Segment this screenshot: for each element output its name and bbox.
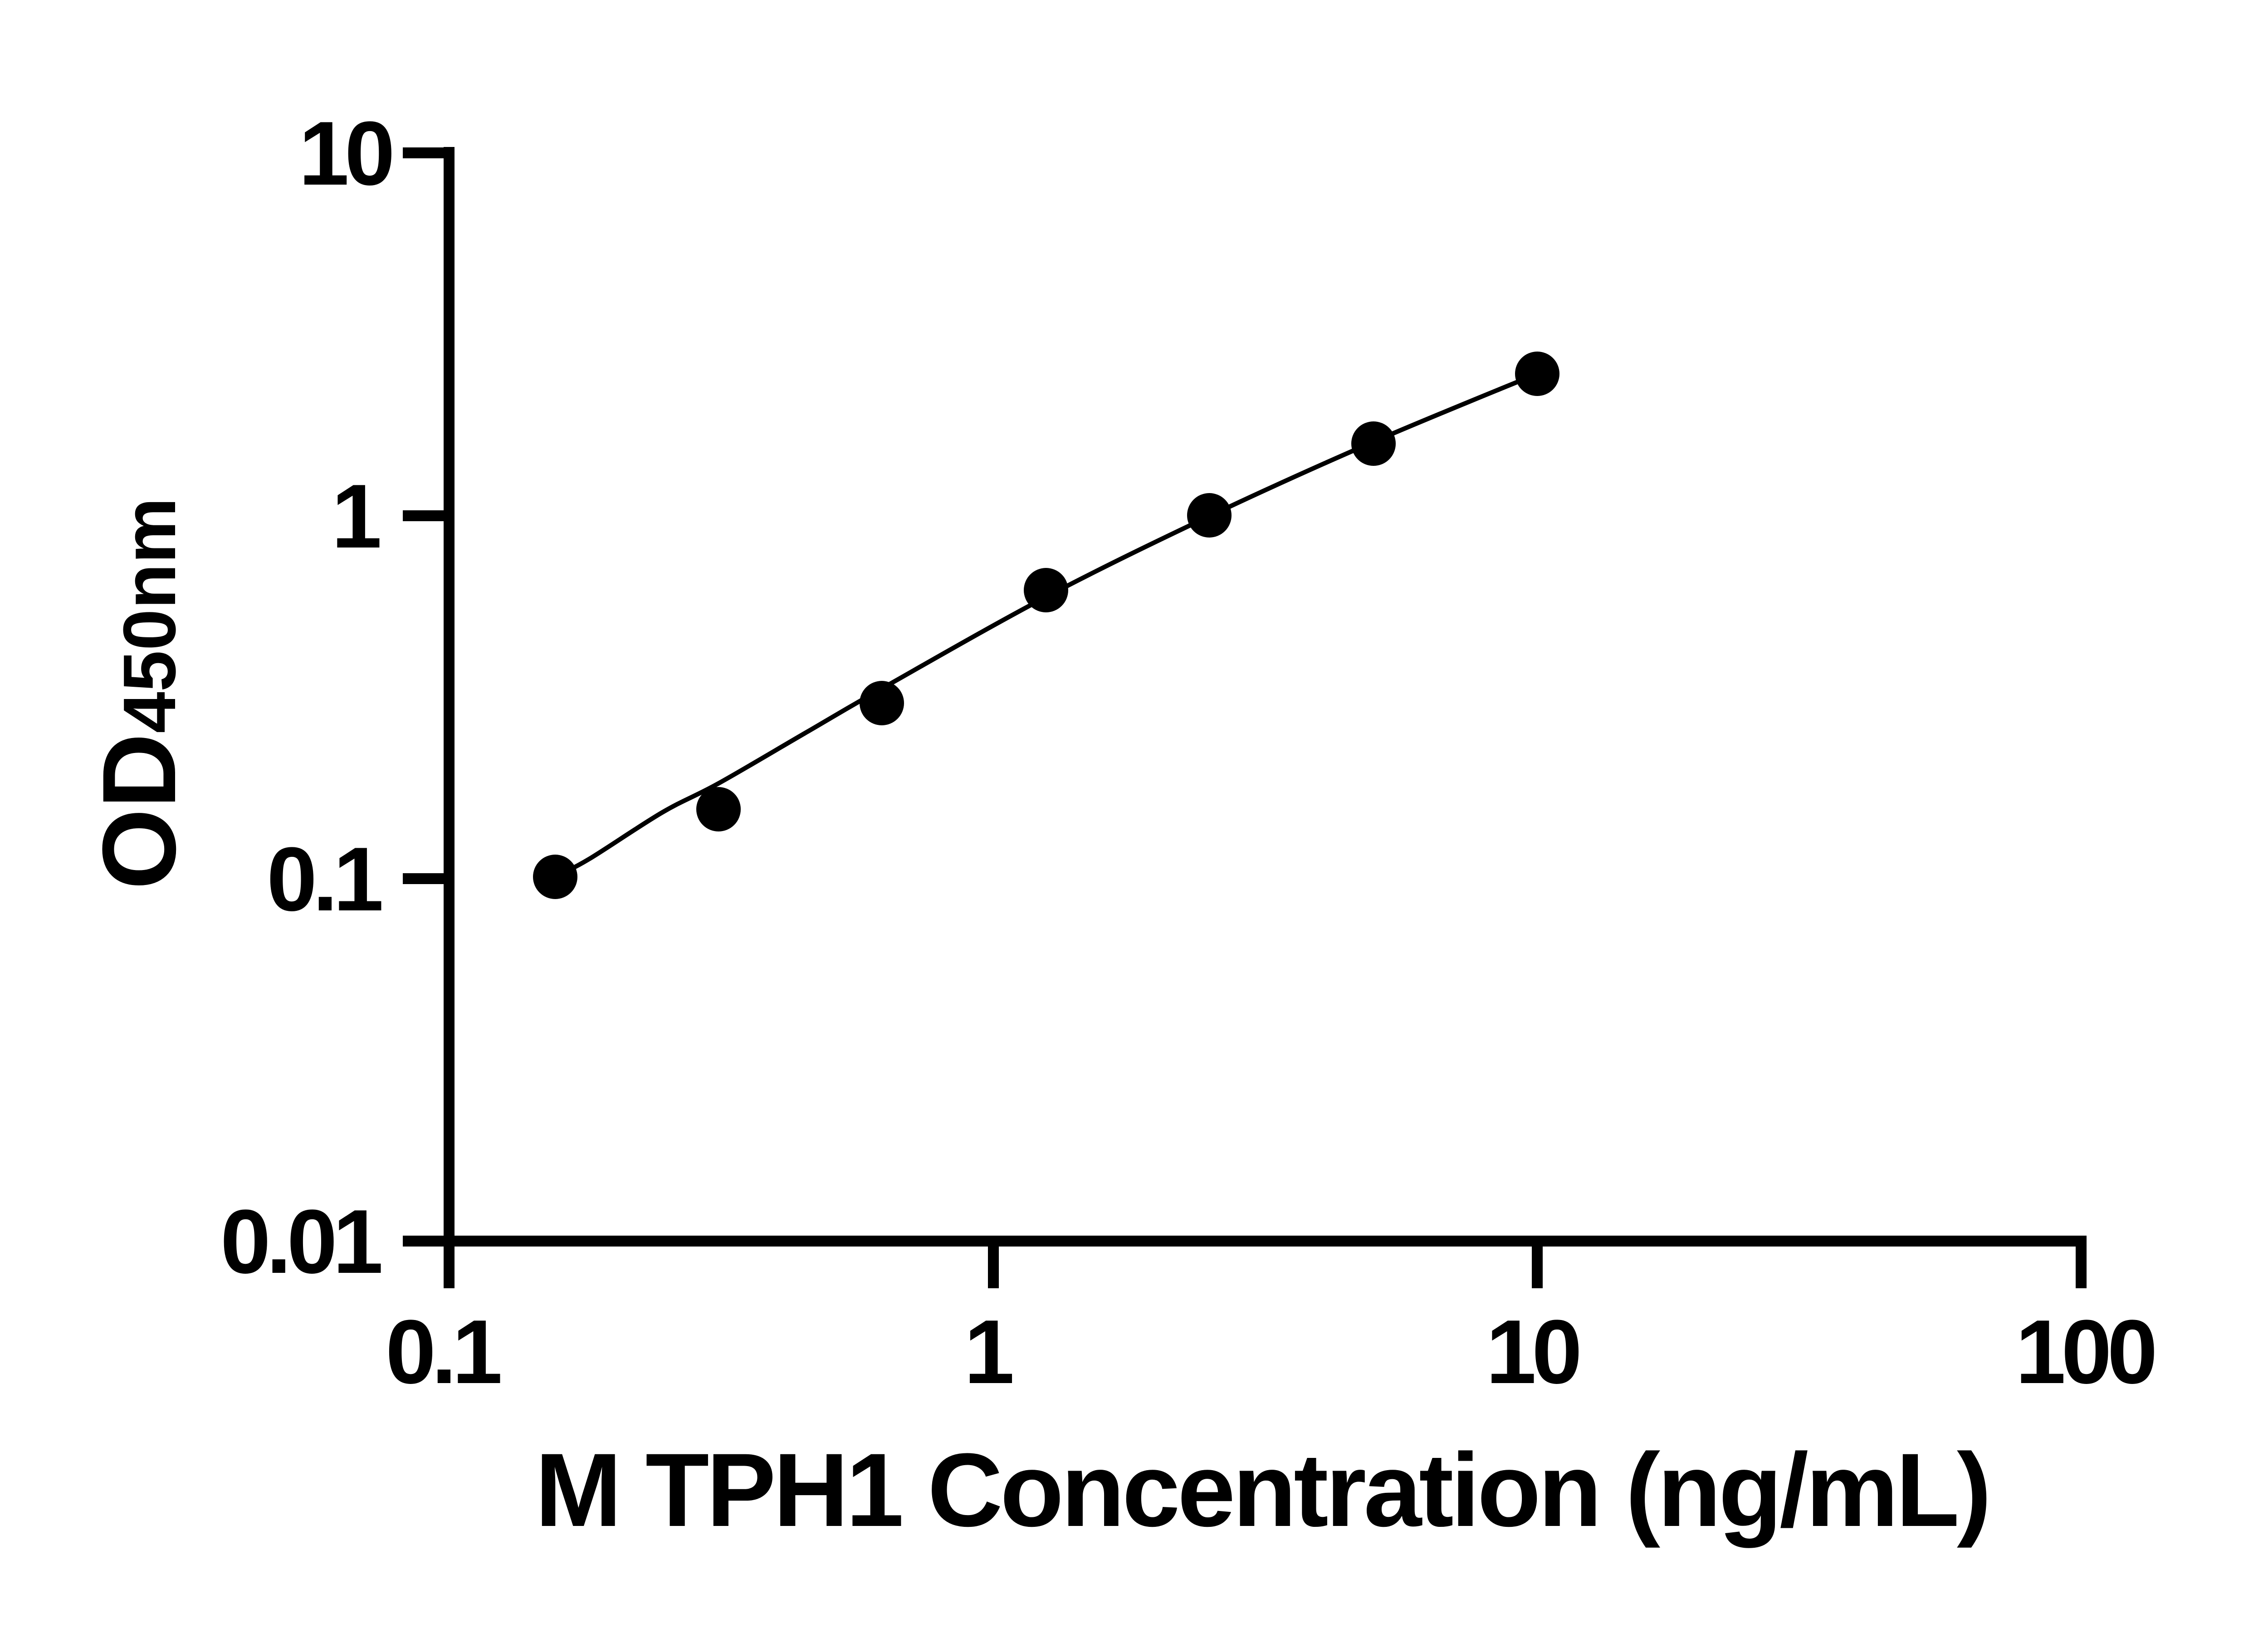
svg-text:10: 10 — [1486, 1301, 1579, 1403]
svg-text:100: 100 — [2015, 1301, 2154, 1403]
svg-text:M TPH1 Concentration (ng/mL): M TPH1 Concentration (ng/mL) — [535, 1432, 1989, 1548]
svg-text:0.1: 0.1 — [267, 829, 381, 930]
svg-text:1: 1 — [332, 466, 380, 567]
svg-text:10: 10 — [299, 103, 392, 204]
svg-text:1: 1 — [964, 1301, 1012, 1403]
svg-text:0.01: 0.01 — [220, 1191, 381, 1292]
svg-text:0.1: 0.1 — [386, 1301, 500, 1403]
